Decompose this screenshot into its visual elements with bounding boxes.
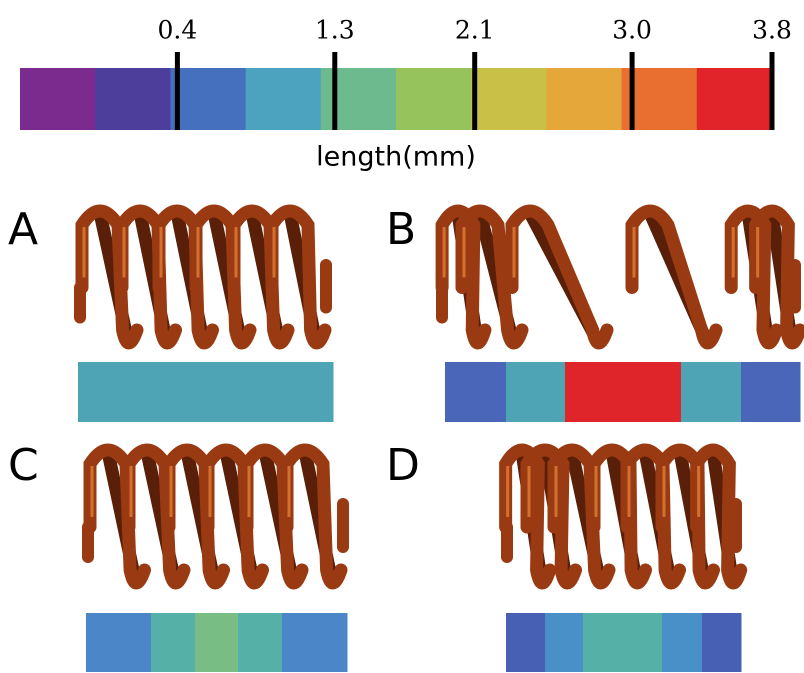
panel-label: D xyxy=(386,440,420,491)
length-segment xyxy=(282,613,348,672)
length-segment xyxy=(445,362,507,422)
colorbar-block xyxy=(95,68,171,130)
length-segment xyxy=(702,613,742,672)
length-segment xyxy=(506,362,566,422)
length-segment xyxy=(195,613,239,672)
length-segment xyxy=(506,613,546,672)
tick-label: 2.1 xyxy=(455,16,495,45)
spring-back xyxy=(100,213,316,342)
length-segment xyxy=(583,613,663,672)
colorbar-block xyxy=(321,68,397,130)
length-segment xyxy=(238,613,283,672)
length-segment xyxy=(151,613,196,672)
colorbar-block xyxy=(697,68,773,130)
colorbar-block xyxy=(170,68,246,130)
panel-label: C xyxy=(8,440,39,491)
length-segment xyxy=(565,362,682,422)
tick-label: 0.4 xyxy=(158,16,198,45)
colorbar-block xyxy=(546,68,622,130)
spring-back xyxy=(108,452,332,582)
tick-label: 1.3 xyxy=(315,16,355,45)
figure: length(mm) 0.4 1.3 2.1 3.0 3.8 A B C D xyxy=(0,0,804,673)
length-segment xyxy=(545,613,584,672)
tick-label: 3.0 xyxy=(612,16,652,45)
length-segment xyxy=(78,362,334,422)
panel-label: B xyxy=(386,204,416,255)
tick-label: 3.8 xyxy=(752,16,792,45)
panel-label: A xyxy=(8,204,38,255)
colorbar-label: length(mm) xyxy=(316,142,476,173)
length-segment xyxy=(741,362,801,422)
colorbar-block xyxy=(20,68,96,130)
colorbar-block xyxy=(471,68,547,130)
colorbar-block xyxy=(396,68,472,130)
length-segment xyxy=(86,613,152,672)
length-segment xyxy=(662,613,703,672)
colorbar-block xyxy=(246,68,322,130)
length-segment xyxy=(681,362,742,422)
